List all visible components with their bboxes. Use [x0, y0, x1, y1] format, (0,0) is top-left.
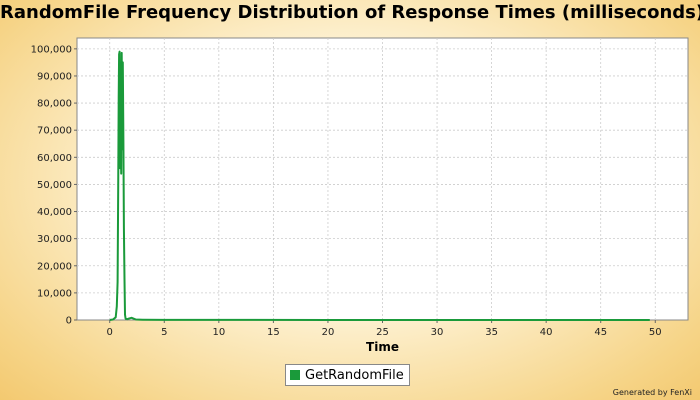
x-axis-title: Time [366, 340, 399, 354]
y-tick-label: 20,000 [37, 261, 72, 272]
x-tick-label: 35 [485, 327, 498, 338]
y-tick-label: 100,000 [31, 44, 72, 55]
y-tick-label: 90,000 [37, 71, 72, 82]
x-tick-label: 30 [431, 327, 444, 338]
series-layer [109, 50, 650, 321]
y-tick-label: 80,000 [37, 99, 72, 110]
x-tick-label: 20 [322, 327, 335, 338]
chart-title: RandomFile Frequency Distribution of Res… [0, 2, 700, 23]
legend: GetRandomFile [285, 364, 410, 386]
y-tick-label: 60,000 [37, 153, 72, 164]
x-tick-label: 0 [107, 327, 113, 338]
x-tick-label: 5 [161, 327, 167, 338]
x-tick-label: 40 [540, 327, 553, 338]
y-axis-title: RandomFile Frequency Distribution of Res… [12, 0, 26, 400]
legend-swatch [290, 370, 300, 380]
axis-ticks: 0 10,000 20,000 30,000 40,000 50,000 60,000 70,… [31, 44, 662, 338]
y-tick-label: 30,000 [37, 234, 72, 245]
y-tick-label: 50,000 [37, 180, 72, 191]
y-tick-label: 40,000 [37, 207, 72, 218]
x-tick-label: 15 [267, 327, 280, 338]
series-line-GetRandomFile [109, 50, 650, 321]
y-tick-label: 0 [66, 316, 72, 327]
legend-label: GetRandomFile [305, 367, 404, 383]
x-tick-label: 10 [212, 327, 225, 338]
y-tick-label: 10,000 [37, 288, 72, 299]
x-tick-label: 25 [376, 327, 389, 338]
x-tick-label: 50 [649, 327, 662, 338]
grid-lines [77, 38, 688, 320]
x-tick-label: 45 [594, 327, 607, 338]
y-tick-label: 70,000 [37, 126, 72, 137]
generated-by-footer: Generated by FenXi [612, 388, 692, 397]
